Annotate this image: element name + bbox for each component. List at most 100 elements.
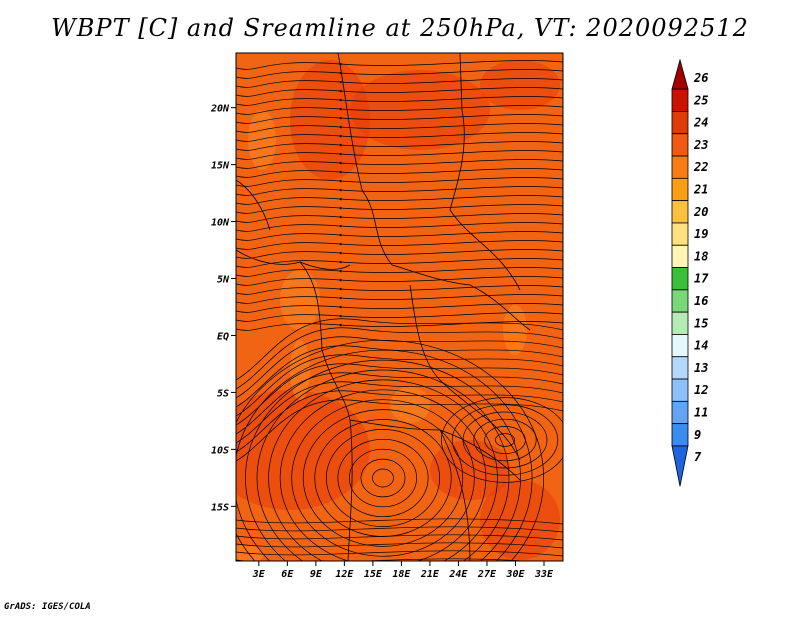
streamline — [236, 60, 563, 70]
streamline — [236, 303, 563, 313]
streamline — [236, 69, 563, 79]
streamline — [236, 105, 563, 115]
streamline-vortex — [236, 349, 533, 561]
streamline — [236, 204, 563, 214]
lat-tick-label: 15S — [211, 502, 229, 513]
lon-tick-label: 33E — [534, 569, 554, 580]
grads-credit: GrADS: IGES/COLA — [4, 602, 91, 612]
colorbar-label: 14 — [694, 339, 708, 353]
colorbar-swatch — [671, 88, 689, 112]
streamline-vortex — [484, 426, 526, 454]
streamline — [236, 345, 563, 408]
colorbar-label: 18 — [694, 249, 708, 263]
lat-tick-label: EQ — [217, 331, 229, 342]
lon-tick-label: 18E — [392, 569, 411, 580]
streamline-vortex — [451, 404, 559, 476]
colorbar-label: 17 — [694, 272, 709, 286]
streamline-vortex — [349, 448, 417, 508]
streamline-vortex — [279, 389, 487, 561]
wbpt-cool-patch — [503, 305, 527, 355]
wbpt-warm-patch — [290, 60, 370, 180]
lon-tick-label: 3E — [252, 569, 266, 580]
country-border — [409, 284, 521, 461]
streamline — [236, 285, 563, 295]
country-border — [449, 53, 521, 291]
colorbar-swatch — [671, 155, 689, 179]
streamline — [236, 294, 563, 304]
streamline — [236, 518, 563, 525]
streamline-vortex — [256, 369, 510, 561]
colorbar-swatch — [671, 222, 689, 246]
colorbar-label: 9 — [694, 428, 701, 442]
colorbar-swatch — [671, 289, 689, 313]
streamline-vortex — [268, 379, 498, 561]
colorbar-swatch — [671, 334, 689, 358]
streamline — [236, 114, 563, 124]
longitude-axis: 3E 6E 9E 12E 15E 18E 21E 24E 27E 30E 33E — [252, 561, 554, 580]
streamline — [236, 231, 563, 241]
latitude-axis: 20N 15N 10N 5N EQ 5S 10S 15S — [210, 104, 236, 513]
colorbar-label: 15 — [694, 316, 708, 330]
streamline-vortex — [441, 397, 563, 483]
colorbar-label: 22 — [693, 160, 708, 174]
lat-tick-label: 20N — [210, 104, 230, 115]
streamline — [236, 222, 563, 232]
streamline — [236, 78, 563, 88]
streamline — [236, 168, 563, 178]
wbpt-warm-patch — [236, 390, 370, 510]
country-borders — [236, 53, 531, 561]
streamline — [236, 318, 563, 381]
colorbar: 26 25 24 23 22 21 20 19 18 17 16 15 14 13 12 11 9 7 — [671, 58, 709, 487]
streamline — [236, 542, 563, 549]
colorbar-bottom-arrow — [671, 445, 689, 487]
streamline — [236, 550, 563, 557]
streamline — [236, 381, 563, 444]
streamline — [236, 141, 563, 151]
colorbar-swatch — [671, 311, 689, 335]
lon-tick-label: 21E — [420, 569, 440, 580]
colorbar-swatch — [671, 111, 689, 135]
colorbar-label: 11 — [694, 406, 708, 420]
streamline — [236, 267, 563, 277]
streamline-vortex — [495, 433, 515, 447]
colorbar-swatch — [671, 177, 689, 202]
streamline — [236, 526, 563, 533]
streamline-vortex — [245, 359, 521, 561]
streamline — [236, 327, 563, 390]
streamline — [236, 372, 563, 435]
streamline — [236, 96, 563, 106]
lat-tick-label: 10S — [211, 445, 229, 456]
colorbar-top-arrow — [671, 58, 689, 90]
streamline — [236, 258, 563, 268]
streamline — [236, 150, 563, 160]
lon-tick-label: 27E — [477, 569, 497, 580]
country-border — [236, 179, 271, 231]
streamline — [236, 363, 563, 426]
wbpt-warm-patch — [480, 60, 560, 110]
streamline — [236, 159, 563, 169]
colorbar-label: 24 — [693, 116, 708, 130]
colorbar-label: 21 — [693, 183, 708, 197]
colorbar-swatch — [671, 356, 689, 380]
lon-tick-label: 12E — [335, 569, 354, 580]
colorbar-label: 7 — [694, 450, 702, 464]
streamline — [236, 534, 563, 541]
map-frame — [235, 52, 564, 562]
colorbar-swatch — [671, 244, 689, 268]
lat-tick-label: 5N — [217, 275, 230, 286]
lat-tick-label: 5S — [217, 388, 229, 399]
chart-title: WBPT [C] and Sreamline at 250hPa, VT: 20… — [51, 14, 749, 42]
streamline-vortex — [337, 438, 429, 518]
streamline-vortex — [291, 399, 475, 557]
streamline — [236, 240, 563, 250]
colorbar-swatch — [671, 423, 689, 447]
colorbar-swatch — [671, 267, 689, 291]
streamline — [236, 354, 563, 417]
streamline — [236, 177, 563, 187]
streamline-vortex — [462, 411, 548, 469]
streamline — [236, 132, 563, 142]
streamline-vortex — [473, 418, 537, 462]
streamline — [236, 399, 563, 462]
streamline — [236, 390, 563, 453]
